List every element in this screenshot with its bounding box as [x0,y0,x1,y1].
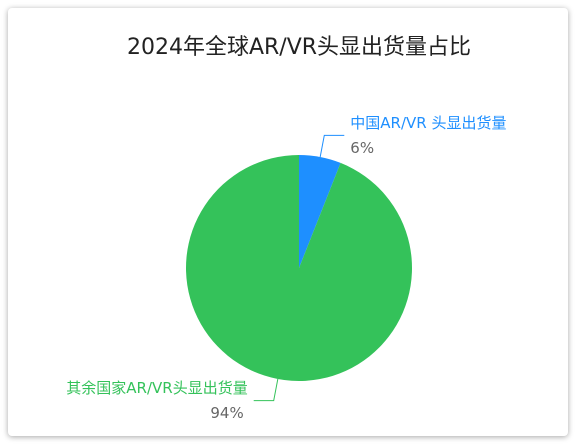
leader-line [253,378,279,402]
slice-label: 中国AR/VR 头显出货量 [350,114,506,132]
slice-label: 其余国家AR/VR头显出货量 [66,379,247,397]
leader-line [319,134,345,158]
chart-title: 2024年全球AR/VR头显出货量占比 [127,35,471,60]
slice-value-label: 94% [210,404,243,422]
pie-slice [299,155,341,268]
pie-slice [186,155,413,381]
slice-value-label: 6% [350,139,374,157]
